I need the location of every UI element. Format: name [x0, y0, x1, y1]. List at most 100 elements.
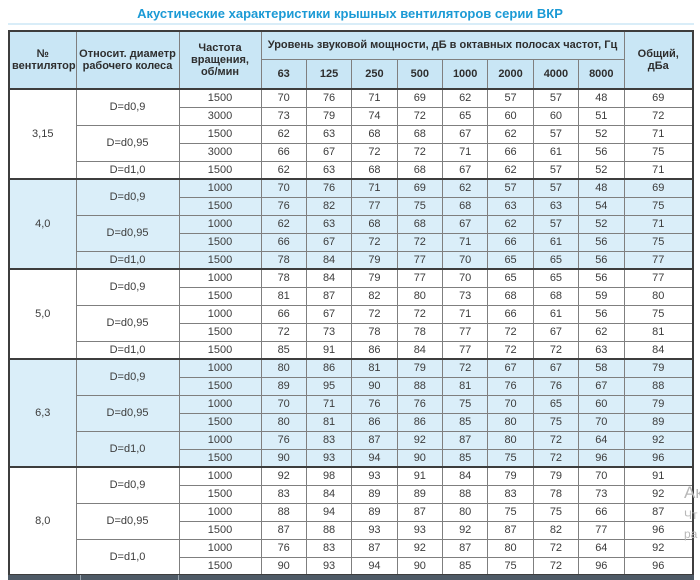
speed-cell: 3000: [178, 106, 262, 126]
diameter-cell: D=d1,0: [75, 340, 180, 360]
sound-power-level-header: Уровень звуковой мощности, дБ в октавных…: [260, 30, 625, 60]
total-cell: 75: [623, 232, 694, 252]
total-cell: 80: [623, 286, 694, 306]
level-cell: 70: [441, 268, 489, 288]
level-cell: 89: [351, 502, 398, 522]
table-row: D=d0,95 1000 70 71 76 76 75 70 65 60 79: [9, 394, 694, 432]
speed-cell: 1500: [178, 196, 262, 216]
level-cell: 86: [305, 358, 353, 378]
level-cell: 68: [351, 160, 398, 180]
level-cell: 72: [532, 448, 580, 468]
total-cell: 92: [623, 430, 694, 450]
level-cell: 90: [260, 556, 307, 576]
level-cell: 80: [396, 286, 444, 306]
acoustic-characteristics-table: № вентилятора Относит. диаметр рабочего …: [8, 30, 694, 576]
level-cell: 63: [532, 196, 580, 216]
level-cell: 90: [260, 448, 307, 468]
frequency-header: 500: [396, 58, 444, 90]
level-cell: 65: [487, 250, 534, 270]
level-cell: 87: [305, 286, 353, 306]
level-cell: 80: [260, 358, 307, 378]
total-header: Общий, дБа: [623, 30, 694, 90]
level-cell: 75: [532, 502, 580, 522]
level-cell: 83: [305, 538, 353, 558]
table-row: D=d1,0 1500 78 84 79 77 70 65 65 56 77: [9, 250, 694, 270]
total-cell: 92: [623, 484, 694, 504]
table-row: D=d1,0 1500 62 63 68 68 67 62 57 52 71: [9, 160, 694, 180]
level-cell: 77: [351, 196, 398, 216]
level-cell: 66: [578, 502, 625, 522]
level-cell: 60: [578, 394, 625, 414]
level-cell: 76: [487, 376, 534, 396]
speed-header: Частота вращения, об/мин: [178, 30, 262, 90]
level-cell: 62: [441, 88, 489, 108]
table-header: № вентилятора Относит. диаметр рабочего …: [8, 30, 694, 90]
level-cell: 70: [260, 394, 307, 414]
speed-cell: 1000: [178, 268, 262, 288]
frequency-header: 125: [305, 58, 353, 90]
level-cell: 62: [487, 160, 534, 180]
level-cell: 92: [260, 466, 307, 486]
total-cell: 79: [623, 358, 694, 378]
speed-cell: 1500: [178, 340, 262, 360]
level-cell: 77: [396, 250, 444, 270]
level-cell: 65: [487, 268, 534, 288]
level-cell: 75: [487, 556, 534, 576]
level-cell: 71: [441, 142, 489, 162]
level-cell: 78: [260, 268, 307, 288]
level-cell: 90: [351, 376, 398, 396]
level-cell: 79: [396, 358, 444, 378]
level-cell: 78: [260, 250, 307, 270]
level-cell: 93: [305, 448, 353, 468]
page-top-strip: [8, 23, 694, 25]
table-row: 3000 66 67 72 72 71 66 61 56 75: [9, 142, 694, 162]
speed-cell: 1000: [178, 466, 262, 486]
level-cell: 83: [305, 430, 353, 450]
table-row: D=d1,0 1500 85 91 86 84 77 72 72 63 84: [9, 340, 694, 360]
level-cell: 68: [396, 124, 444, 144]
frequency-header: 250: [351, 58, 398, 90]
level-cell: 87: [260, 520, 307, 540]
level-cell: 89: [396, 484, 444, 504]
level-cell: 66: [260, 142, 307, 162]
level-cell: 73: [441, 286, 489, 306]
speed-cell: 1500: [178, 412, 262, 432]
total-cell: 79: [623, 394, 694, 414]
diameter-cell: D=d0,95: [75, 502, 180, 540]
level-cell: 78: [351, 322, 398, 342]
level-cell: 71: [305, 394, 353, 414]
level-cell: 78: [396, 322, 444, 342]
level-cell: 59: [578, 286, 625, 306]
frequency-header: 8000: [578, 58, 625, 90]
total-cell: 81: [623, 322, 694, 342]
cutoff-next-row: [8, 575, 694, 580]
total-cell: 84: [623, 340, 694, 360]
table-row: 1500 90 93 94 90 85 75 72 96 96: [9, 556, 694, 576]
level-cell: 82: [351, 286, 398, 306]
table-row: D=d1,0 1000 76 83 87 92 87 80 72 64 92: [9, 430, 694, 468]
level-cell: 70: [578, 412, 625, 432]
level-cell: 83: [487, 484, 534, 504]
page-title: Акустические характеристики крышных вент…: [137, 6, 563, 21]
level-cell: 68: [441, 196, 489, 216]
level-cell: 72: [351, 142, 398, 162]
main-header-row: № вентилятора Относит. диаметр рабочего …: [8, 30, 694, 90]
level-cell: 72: [396, 304, 444, 324]
diameter-header: Относит. диаметр рабочего колеса: [75, 30, 180, 90]
diameter-cell: D=d1,0: [75, 160, 180, 180]
level-cell: 68: [396, 160, 444, 180]
level-cell: 88: [305, 520, 353, 540]
level-cell: 62: [578, 322, 625, 342]
level-cell: 72: [351, 304, 398, 324]
level-cell: 85: [260, 340, 307, 360]
table-row: 5,0 D=d0,9 1000 78 84 79 77 70 65 65 56 77: [8, 268, 694, 360]
speed-cell: 1000: [178, 358, 262, 378]
level-cell: 69: [396, 178, 444, 198]
table-row: 6,3 D=d0,9 1000 80 86 81 79 72 67 67 58 79: [8, 358, 694, 468]
level-cell: 65: [532, 268, 580, 288]
level-cell: 68: [532, 286, 580, 306]
level-cell: 48: [578, 178, 625, 198]
level-cell: 75: [487, 502, 534, 522]
table-row: 8,0 D=d0,9 1000 92 98 93 91 84 79 79 70 91: [8, 466, 694, 576]
level-cell: 61: [532, 142, 580, 162]
